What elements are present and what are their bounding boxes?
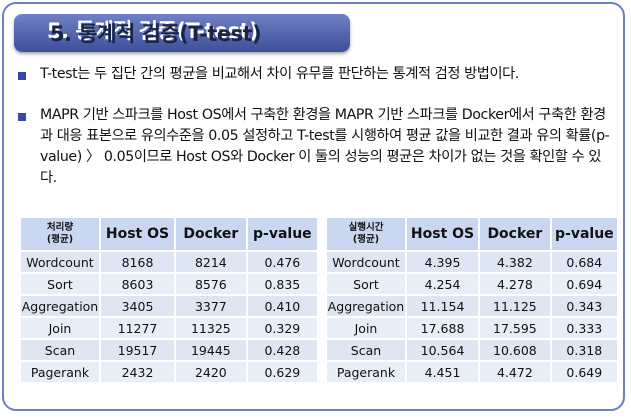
table-row: Aggregation 11.154 11.125 0.343 xyxy=(327,296,617,316)
column-header: p-value xyxy=(247,218,317,250)
table-cell: 19445 xyxy=(176,340,246,360)
table-cell: 4.472 xyxy=(480,362,550,382)
column-header: Host OS xyxy=(100,218,175,250)
table-cell: 8603 xyxy=(100,274,175,294)
row-label: Sort xyxy=(21,274,99,294)
bullet-text-1: T-test는 두 집단 간의 평균을 비교해서 차이 유무를 판단하는 통계적… xyxy=(40,66,519,82)
table-cell: 8168 xyxy=(100,252,175,272)
table-row: Scan 10.564 10.608 0.318 xyxy=(327,340,617,360)
table-cell: 10.608 xyxy=(480,340,550,360)
table-header-row: 처리량 (평균) Host OS Docker p-value xyxy=(21,218,317,250)
table-cell: 17.688 xyxy=(406,318,479,338)
table-cell: 0.318 xyxy=(551,340,617,360)
table-cell: 11.125 xyxy=(480,296,550,316)
row-label: Wordcount xyxy=(21,252,99,272)
column-header: Host OS xyxy=(406,218,479,250)
row-label: Scan xyxy=(21,340,99,360)
table-cell: 0.410 xyxy=(247,296,317,316)
table-header-row: 실행시간 (평균) Host OS Docker p-value xyxy=(327,218,617,250)
bullet-marker xyxy=(18,113,26,121)
row-label: Aggregation xyxy=(21,296,99,316)
row-label: Aggregation xyxy=(327,296,405,316)
table-cell: 0.333 xyxy=(551,318,617,338)
header-label-line: 처리량 xyxy=(46,222,74,233)
table-row: Pagerank 4.451 4.472 0.649 xyxy=(327,362,617,382)
table-cell: 2420 xyxy=(176,362,246,382)
row-label: Sort xyxy=(327,274,405,294)
table-row: Join 11277 11325 0.329 xyxy=(21,318,317,338)
table-row: Sort 4.254 4.278 0.694 xyxy=(327,274,617,294)
table-cell: 0.329 xyxy=(247,318,317,338)
runtime-table: 실행시간 (평균) Host OS Docker p-value Wordcount 4.3… xyxy=(325,216,619,384)
column-header: Docker xyxy=(176,218,246,250)
table-cell: 10.564 xyxy=(406,340,479,360)
table-cell: 0.835 xyxy=(247,274,317,294)
table-cell: 2432 xyxy=(100,362,175,382)
page-title: 5. 통계적 검증(T-test) xyxy=(50,22,262,46)
table-cell: 3377 xyxy=(176,296,246,316)
header-label-line: (평균) xyxy=(46,234,74,245)
table-row: Scan 19517 19445 0.428 xyxy=(21,340,317,360)
row-label: Pagerank xyxy=(21,362,99,382)
table-cell: 0.649 xyxy=(551,362,617,382)
table-cell: 0.476 xyxy=(247,252,317,272)
table-row: Sort 8603 8576 0.835 xyxy=(21,274,317,294)
table-cell: 0.629 xyxy=(247,362,317,382)
bullet-text-2: MAPR 기반 스파크를 Host OS에서 구축한 환경을 MAPR 기반 스… xyxy=(40,107,610,186)
table-row: Wordcount 4.395 4.382 0.684 xyxy=(327,252,617,272)
table-cell: 4.395 xyxy=(406,252,479,272)
title-bar: 5. 통계적 검증(T-test) 5. 통계적 검증(T-test) xyxy=(14,14,350,52)
table-cell: 0.684 xyxy=(551,252,617,272)
table-cell: 11277 xyxy=(100,318,175,338)
table-row: Wordcount 8168 8214 0.476 xyxy=(21,252,317,272)
table-cell: 11325 xyxy=(176,318,246,338)
table-cell: 8576 xyxy=(176,274,246,294)
bullet-marker xyxy=(18,72,26,80)
table-cell: 4.382 xyxy=(480,252,550,272)
column-header: 처리량 (평균) xyxy=(21,218,99,250)
table-cell: 4.254 xyxy=(406,274,479,294)
column-header: 실행시간 (평균) xyxy=(327,218,405,250)
row-label: Pagerank xyxy=(327,362,405,382)
table-cell: 4.451 xyxy=(406,362,479,382)
header-label-line: (평균) xyxy=(352,234,380,245)
table-cell: 17.595 xyxy=(480,318,550,338)
table-cell: 0.343 xyxy=(551,296,617,316)
row-label: Scan xyxy=(327,340,405,360)
table-cell: 8214 xyxy=(176,252,246,272)
table-row: Aggregation 3405 3377 0.410 xyxy=(21,296,317,316)
table-cell: 0.428 xyxy=(247,340,317,360)
column-header: p-value xyxy=(551,218,617,250)
row-label: Join xyxy=(327,318,405,338)
throughput-table: 처리량 (평균) Host OS Docker p-value Wordcount 8168… xyxy=(19,216,319,384)
column-header: Docker xyxy=(480,218,550,250)
table-cell: 3405 xyxy=(100,296,175,316)
table-cell: 0.694 xyxy=(551,274,617,294)
row-label: Join xyxy=(21,318,99,338)
header-label-line: 실행시간 xyxy=(348,222,384,233)
table-cell: 19517 xyxy=(100,340,175,360)
table-cell: 4.278 xyxy=(480,274,550,294)
table-row: Join 17.688 17.595 0.333 xyxy=(327,318,617,338)
table-row: Pagerank 2432 2420 0.629 xyxy=(21,362,317,382)
table-cell: 11.154 xyxy=(406,296,479,316)
row-label: Wordcount xyxy=(327,252,405,272)
title-highlight: 5. 통계적 검증(T-test) xyxy=(47,19,259,43)
